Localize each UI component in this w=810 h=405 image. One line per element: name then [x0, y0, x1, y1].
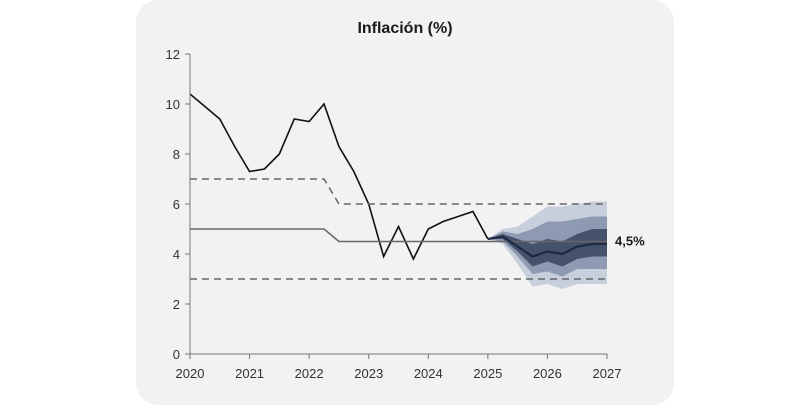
y-tick-label: 2: [173, 297, 180, 312]
x-tick-label: 2026: [533, 366, 562, 381]
labels-layer: 0 2 4 6 8 10 12 2020 2021 2022 2023 2024 2025 2026 202…: [166, 47, 646, 381]
x-tick-label: 2027: [593, 366, 622, 381]
y-tick-label: 6: [173, 197, 180, 212]
series-forecast-central: [487, 235, 607, 258]
chart-card: [136, 0, 674, 405]
x-tick-label: 2024: [414, 366, 443, 381]
y-tick-label: 12: [166, 47, 180, 62]
series-solid-gray-target: [190, 228, 607, 243]
fan-band-2: [487, 229, 607, 267]
x-tick-label: 2020: [176, 366, 205, 381]
y-tick-label: 0: [173, 347, 180, 362]
x-tick-label: 2025: [473, 366, 502, 381]
series-lines-layer: [189, 93, 607, 280]
series-solid-black: [189, 93, 489, 261]
end-value-label: 4,5%: [615, 234, 645, 249]
y-tick-label: 10: [166, 97, 180, 112]
axes-layer: [185, 53, 608, 359]
chart-title: Inflación (%): [357, 20, 453, 37]
series-dashed-upper-band: [190, 178, 607, 205]
x-tick-label: 2022: [295, 366, 324, 381]
y-tick-label: 4: [173, 247, 180, 262]
fan-chart-layer: [487, 201, 607, 289]
y-tick-label: 8: [173, 147, 180, 162]
x-tick-label: 2021: [235, 366, 264, 381]
x-tick-label: 2023: [354, 366, 383, 381]
